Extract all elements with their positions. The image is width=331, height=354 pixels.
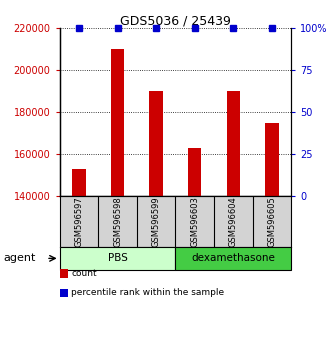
Text: agent: agent [3, 253, 36, 263]
Text: GSM596605: GSM596605 [267, 196, 276, 247]
Bar [149, 91, 163, 354]
Text: PBS: PBS [108, 253, 127, 263]
Text: GSM596599: GSM596599 [152, 196, 161, 247]
Bar [60, 247, 175, 270]
Bar [188, 148, 202, 354]
Bar [72, 169, 86, 354]
Text: GSM596597: GSM596597 [74, 196, 83, 247]
Title: GDS5036 / 25439: GDS5036 / 25439 [120, 14, 231, 27]
Bar [265, 123, 279, 354]
Text: GSM596603: GSM596603 [190, 196, 199, 247]
Bar [227, 91, 240, 354]
Text: GSM596598: GSM596598 [113, 196, 122, 247]
Text: count: count [71, 269, 97, 278]
Text: percentile rank within the sample: percentile rank within the sample [71, 288, 224, 297]
Text: GSM596604: GSM596604 [229, 196, 238, 247]
Text: dexamethasone: dexamethasone [191, 253, 275, 263]
Bar [175, 247, 291, 270]
Bar [111, 49, 124, 354]
